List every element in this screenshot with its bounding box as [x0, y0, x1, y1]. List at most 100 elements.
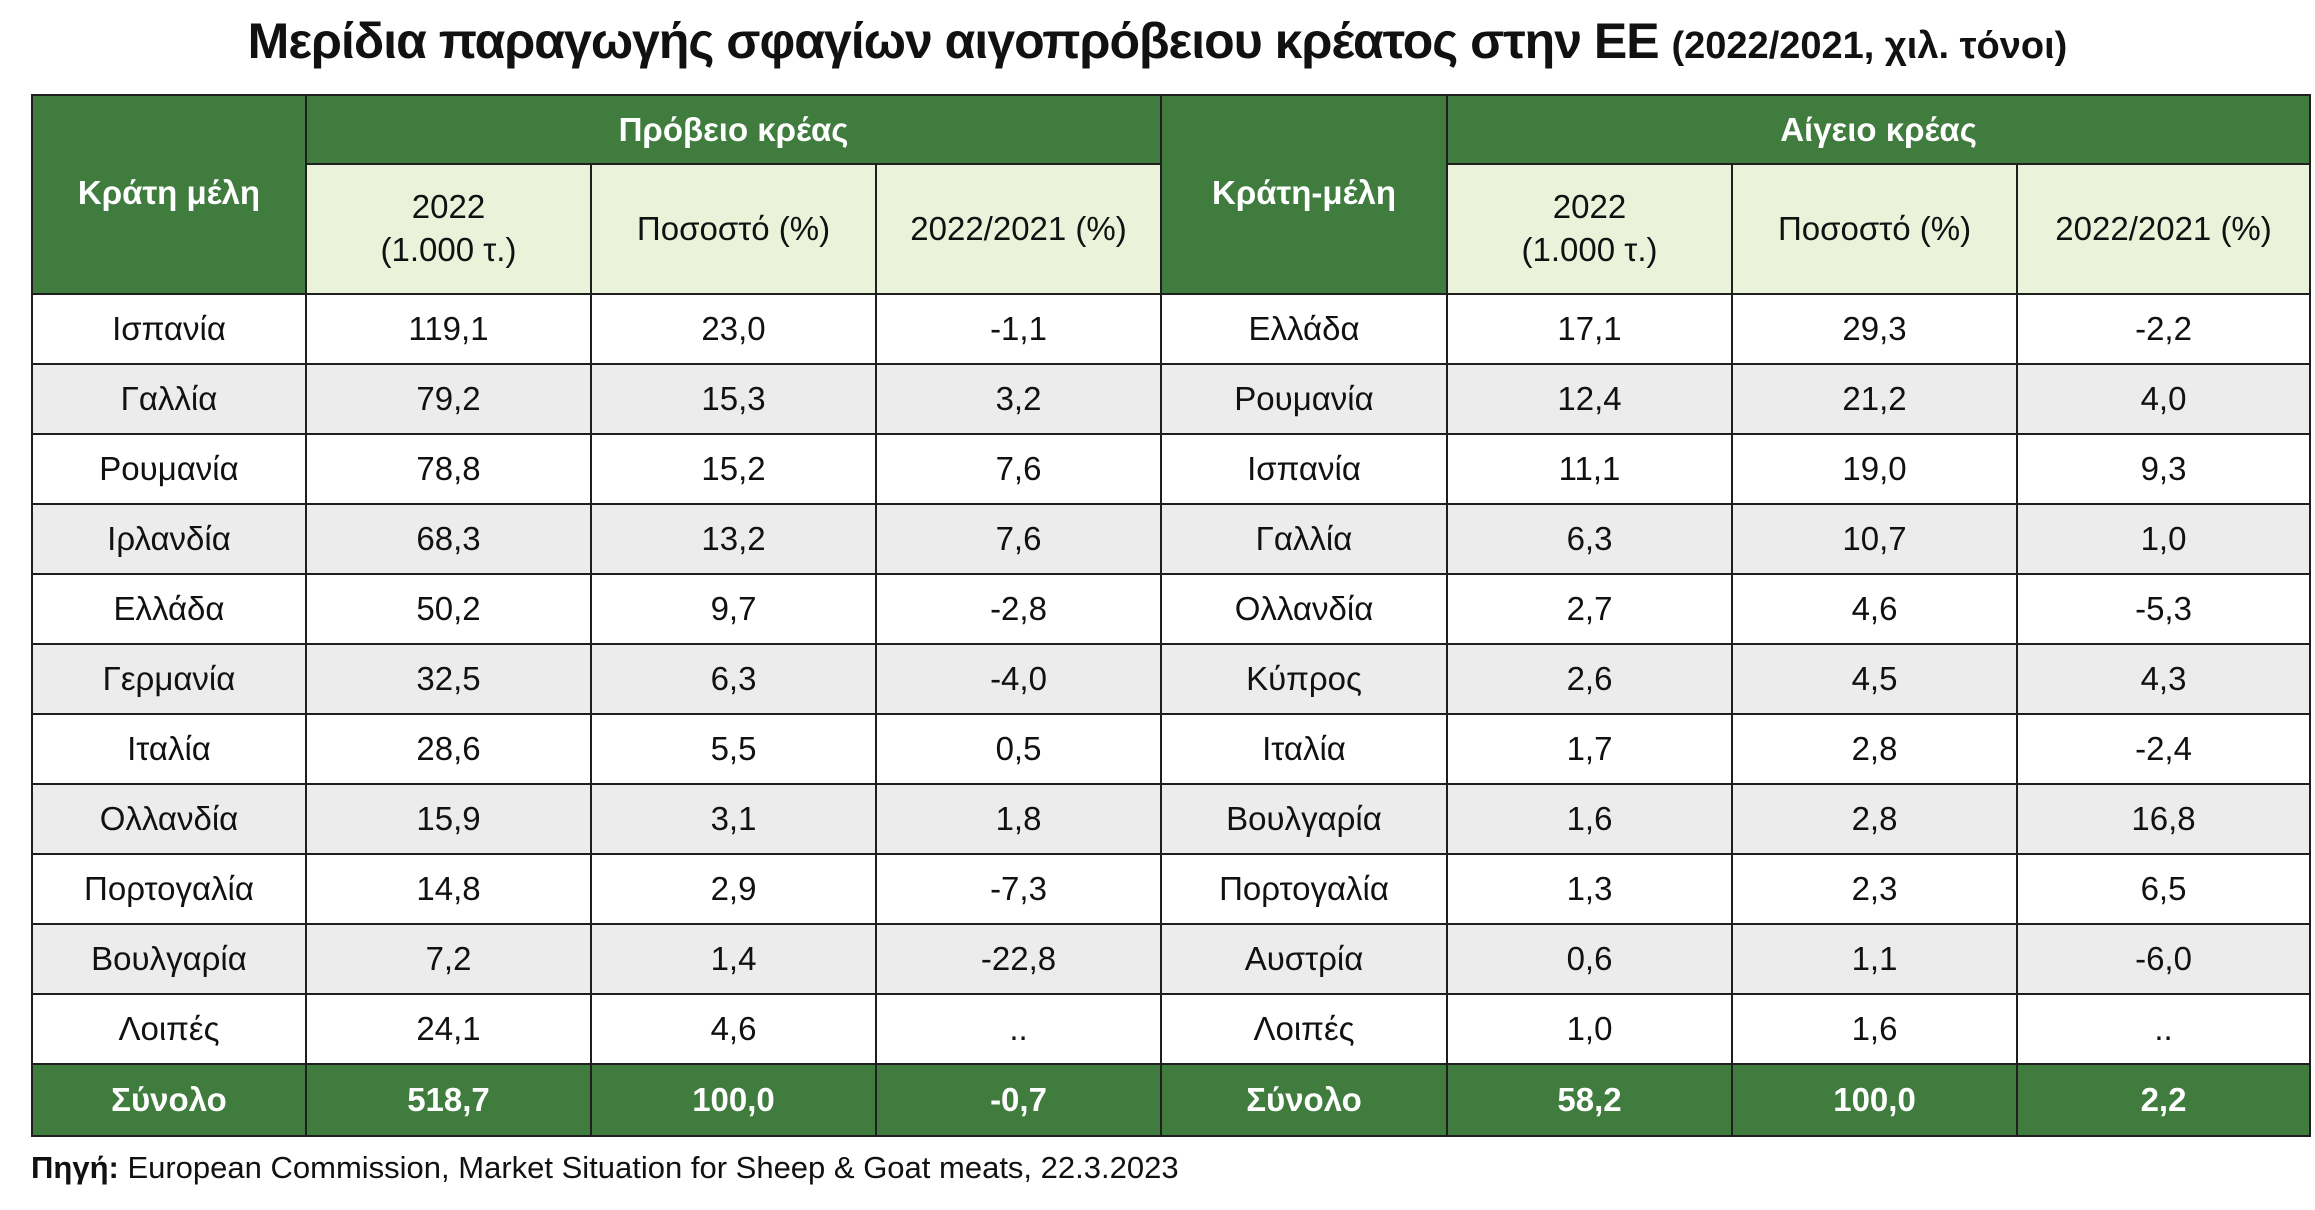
- goat-value-cell: 1,6: [1446, 783, 1734, 855]
- sheep-value-cell: 7,2: [305, 923, 592, 995]
- goat-share-cell: 29,3: [1731, 293, 2019, 365]
- goat-share-cell: 4,6: [1731, 573, 2019, 645]
- sheep-change-cell: -7,3: [874, 853, 1163, 925]
- table-row: Ελλάδα 50,2 9,7 -2,8 Ολλανδία 2,7 4,6 -5…: [31, 573, 2312, 645]
- sheep-country-cell: Ολλανδία: [31, 783, 307, 855]
- goat-total-share: 100,0: [1731, 1063, 2019, 1137]
- goat-value-cell: 11,1: [1446, 433, 1734, 505]
- table-row: Ιταλία 28,6 5,5 0,5 Ιταλία 1,7 2,8 -2,4: [31, 713, 2312, 785]
- sheep-share-cell: 3,1: [590, 783, 877, 855]
- sheep-col-year-line1: 2022: [411, 188, 486, 226]
- production-table: Κράτη μέλη Πρόβειο κρέας Κράτη-μέλη Αίγε…: [31, 94, 2312, 1137]
- source-note: Πηγή: European Commission, Market Situat…: [31, 1150, 1179, 1186]
- goat-col-year-line1: 2022: [1552, 188, 1627, 226]
- sheep-change-cell: -2,8: [874, 573, 1163, 645]
- sheep-value-cell: 32,5: [305, 643, 592, 715]
- sheep-share-cell: 23,0: [590, 293, 877, 365]
- sheep-country-cell: Ελλάδα: [31, 573, 307, 645]
- goat-country-cell: Αυστρία: [1160, 923, 1449, 995]
- goat-value-cell: 12,4: [1446, 363, 1734, 435]
- table-row: Ολλανδία 15,9 3,1 1,8 Βουλγαρία 1,6 2,8 …: [31, 783, 2312, 855]
- table-row: Λοιπές 24,1 4,6 .. Λοιπές 1,0 1,6 ..: [31, 993, 2312, 1065]
- goat-value-cell: 1,7: [1446, 713, 1734, 785]
- table-row: Γαλλία 79,2 15,3 3,2 Ρουμανία 12,4 21,2 …: [31, 363, 2312, 435]
- goat-col-year: 2022 (1.000 τ.): [1446, 163, 1734, 295]
- goat-change-cell: 4,0: [2016, 363, 2312, 435]
- sheep-share-cell: 1,4: [590, 923, 877, 995]
- table-row: Βουλγαρία 7,2 1,4 -22,8 Αυστρία 0,6 1,1 …: [31, 923, 2312, 995]
- header-row-groups: Κράτη μέλη Πρόβειο κρέας Κράτη-μέλη Αίγε…: [31, 94, 2312, 295]
- sheep-country-cell: Ισπανία: [31, 293, 307, 365]
- goat-share-cell: 10,7: [1731, 503, 2019, 575]
- goat-group-header: Αίγειο κρέας: [1446, 94, 2312, 165]
- goat-col-change: 2022/2021 (%): [2016, 163, 2312, 295]
- sheep-value-cell: 68,3: [305, 503, 592, 575]
- sheep-country-cell: Ρουμανία: [31, 433, 307, 505]
- table-row: Πορτογαλία 14,8 2,9 -7,3 Πορτογαλία 1,3 …: [31, 853, 2312, 925]
- sheep-share-cell: 6,3: [590, 643, 877, 715]
- goat-change-cell: -2,2: [2016, 293, 2312, 365]
- sheep-country-cell: Πορτογαλία: [31, 853, 307, 925]
- goat-col-year-line2: (1.000 τ.): [1521, 231, 1658, 268]
- sheep-change-cell: -22,8: [874, 923, 1163, 995]
- sheep-country-cell: Γαλλία: [31, 363, 307, 435]
- sheep-change-cell: 7,6: [874, 433, 1163, 505]
- sheep-change-cell: -4,0: [874, 643, 1163, 715]
- sheep-change-cell: ..: [874, 993, 1163, 1065]
- sheep-col-share: Ποσοστό (%): [590, 163, 877, 295]
- sheep-share-cell: 4,6: [590, 993, 877, 1065]
- sheep-total-label: Σύνολο: [31, 1063, 307, 1137]
- sheep-country-cell: Ιρλανδία: [31, 503, 307, 575]
- sheep-change-cell: 0,5: [874, 713, 1163, 785]
- goat-total-label: Σύνολο: [1160, 1063, 1449, 1137]
- sheep-share-cell: 13,2: [590, 503, 877, 575]
- goat-share-cell: 2,8: [1731, 783, 2019, 855]
- sheep-total-share: 100,0: [590, 1063, 877, 1137]
- goat-change-cell: 6,5: [2016, 853, 2312, 925]
- sheep-col-year: 2022 (1.000 τ.): [305, 163, 592, 295]
- header-row-columns: 2022 (1.000 τ.) Ποσοστό (%) 2022/2021 (%…: [32, 163, 2312, 295]
- goat-value-cell: 1,0: [1446, 993, 1734, 1065]
- source-label: Πηγή:: [31, 1150, 119, 1185]
- goat-share-cell: 2,3: [1731, 853, 2019, 925]
- goat-country-cell: Κύπρος: [1160, 643, 1449, 715]
- goat-total-change: 2,2: [2016, 1063, 2312, 1137]
- goat-value-cell: 0,6: [1446, 923, 1734, 995]
- goat-change-cell: 4,3: [2016, 643, 2312, 715]
- goat-value-cell: 6,3: [1446, 503, 1734, 575]
- goat-change-cell: ..: [2016, 993, 2312, 1065]
- goat-value-cell: 1,3: [1446, 853, 1734, 925]
- page-title: Μερίδια παραγωγής σφαγίων αιγοπρόβειου κ…: [0, 12, 2315, 70]
- goat-change-cell: -5,3: [2016, 573, 2312, 645]
- total-row: Σύνολο 518,7 100,0 -0,7 Σύνολο 58,2 100,…: [31, 1063, 2312, 1137]
- goat-col-share: Ποσοστό (%): [1731, 163, 2019, 295]
- goat-share-cell: 1,6: [1731, 993, 2019, 1065]
- goat-change-cell: -6,0: [2016, 923, 2312, 995]
- sheep-value-cell: 28,6: [305, 713, 592, 785]
- title-main: Μερίδια παραγωγής σφαγίων αιγοπρόβειου κ…: [247, 13, 1660, 69]
- sheep-country-cell: Γερμανία: [31, 643, 307, 715]
- goat-share-cell: 2,8: [1731, 713, 2019, 785]
- sheep-share-cell: 9,7: [590, 573, 877, 645]
- sheep-value-cell: 15,9: [305, 783, 592, 855]
- title-subtitle: (2022/2021, χιλ. τόνοι): [1671, 25, 2068, 67]
- source-text: European Commission, Market Situation fo…: [118, 1150, 1179, 1185]
- sheep-change-cell: 3,2: [874, 363, 1163, 435]
- goat-change-cell: 1,0: [2016, 503, 2312, 575]
- goat-country-cell: Βουλγαρία: [1160, 783, 1449, 855]
- sheep-value-cell: 24,1: [305, 993, 592, 1065]
- goat-share-cell: 19,0: [1731, 433, 2019, 505]
- table-body: Ισπανία 119,1 23,0 -1,1 Ελλάδα 17,1 29,3…: [31, 293, 2312, 1137]
- goat-value-cell: 2,6: [1446, 643, 1734, 715]
- sheep-total-change: -0,7: [874, 1063, 1163, 1137]
- goat-share-cell: 21,2: [1731, 363, 2019, 435]
- goat-country-cell: Γαλλία: [1160, 503, 1449, 575]
- sheep-share-cell: 15,3: [590, 363, 877, 435]
- goat-change-cell: 9,3: [2016, 433, 2312, 505]
- sheep-value-cell: 119,1: [305, 293, 592, 365]
- sheep-col-year-line2: (1.000 τ.): [380, 231, 517, 268]
- sheep-change-cell: -1,1: [874, 293, 1163, 365]
- table-row: Ισπανία 119,1 23,0 -1,1 Ελλάδα 17,1 29,3…: [31, 293, 2312, 365]
- sheep-country-cell: Βουλγαρία: [31, 923, 307, 995]
